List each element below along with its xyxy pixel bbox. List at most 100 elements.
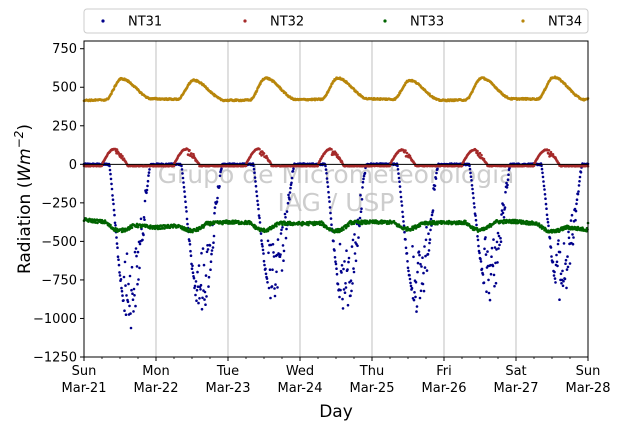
point-nt31 (273, 287, 276, 290)
point-nt31 (274, 283, 277, 286)
point-nt31 (544, 197, 547, 200)
x-tick-day: Fri (436, 364, 452, 379)
point-nt31 (405, 252, 409, 255)
point-nt31 (121, 294, 124, 297)
point-nt31 (183, 195, 187, 198)
point-nt31 (122, 275, 126, 279)
point-nt31 (419, 262, 422, 266)
point-nt31 (468, 164, 471, 168)
point-nt32 (480, 153, 483, 157)
point-nt31 (506, 178, 510, 181)
point-nt34 (259, 82, 262, 86)
point-nt31 (561, 284, 565, 288)
point-nt31 (422, 289, 426, 293)
point-nt31 (287, 193, 290, 197)
point-nt34 (110, 92, 113, 95)
point-nt31 (346, 303, 350, 307)
point-nt31 (564, 262, 567, 266)
point-nt31 (540, 167, 544, 171)
point-nt31 (396, 164, 399, 168)
point-nt31 (216, 196, 219, 200)
point-nt31 (205, 250, 209, 254)
point-nt31 (200, 307, 204, 311)
point-nt31 (205, 295, 208, 298)
point-nt31 (416, 261, 420, 265)
point-nt32 (460, 164, 464, 167)
point-nt33 (130, 226, 134, 230)
point-nt32 (258, 147, 261, 151)
point-nt31 (252, 164, 255, 168)
point-nt31 (554, 281, 557, 284)
point-nt32 (188, 148, 191, 152)
point-nt31 (397, 172, 400, 175)
point-nt31 (261, 245, 264, 248)
point-nt31 (401, 210, 404, 214)
point-nt31 (498, 243, 501, 247)
point-nt31 (218, 174, 222, 178)
point-nt31 (507, 173, 510, 176)
point-nt31 (553, 270, 556, 274)
point-nt31 (571, 233, 574, 236)
point-nt31 (398, 180, 401, 183)
point-nt31 (561, 269, 564, 273)
point-nt31 (427, 249, 431, 252)
point-nt31 (347, 260, 350, 264)
point-nt31 (575, 202, 578, 206)
point-nt31 (558, 250, 562, 254)
point-nt31 (470, 184, 474, 187)
point-nt31 (409, 284, 413, 288)
point-nt31 (344, 282, 347, 285)
point-nt31 (213, 211, 216, 215)
point-nt31 (363, 171, 367, 175)
point-nt31 (117, 263, 121, 267)
point-nt31 (351, 282, 354, 285)
point-nt31 (123, 309, 126, 313)
point-nt31 (139, 217, 143, 221)
point-nt31 (411, 245, 414, 248)
point-nt31 (147, 174, 150, 177)
point-nt32 (119, 153, 123, 156)
point-nt31 (404, 238, 407, 241)
point-nt31 (420, 265, 423, 268)
point-nt31 (195, 299, 198, 303)
point-nt31 (350, 289, 353, 293)
point-nt31 (492, 238, 495, 241)
point-nt31 (407, 269, 410, 273)
point-nt31 (406, 260, 409, 263)
point-nt31 (206, 248, 210, 251)
point-nt31 (327, 190, 330, 194)
point-nt31 (338, 295, 341, 299)
point-nt31 (345, 249, 348, 252)
point-nt31 (180, 164, 183, 168)
point-nt31 (470, 179, 473, 182)
point-nt31 (127, 282, 130, 286)
point-nt31 (480, 267, 484, 271)
point-nt34 (255, 89, 259, 92)
point-nt31 (113, 213, 116, 217)
point-nt31 (125, 252, 129, 255)
point-nt31 (358, 224, 361, 228)
point-nt31 (109, 172, 112, 176)
point-nt31 (496, 261, 499, 264)
point-nt31 (351, 238, 355, 242)
legend: NT31 NT32 NT33 NT34 (83, 8, 589, 34)
point-nt31 (283, 212, 287, 216)
point-nt31 (423, 266, 427, 269)
point-nt31 (128, 304, 131, 308)
point-nt31 (112, 202, 115, 206)
point-nt31 (403, 230, 406, 234)
point-nt32 (192, 152, 195, 156)
point-nt31 (570, 213, 574, 217)
point-nt31 (124, 284, 127, 287)
point-nt31 (270, 285, 274, 288)
point-nt31 (565, 286, 568, 290)
point-nt31 (359, 210, 363, 213)
legend-box (83, 8, 589, 34)
point-nt32 (332, 153, 335, 156)
point-nt31 (495, 248, 498, 251)
point-nt31 (542, 180, 545, 183)
point-nt31 (252, 167, 256, 171)
point-nt31 (574, 218, 577, 222)
point-nt31 (108, 164, 111, 168)
